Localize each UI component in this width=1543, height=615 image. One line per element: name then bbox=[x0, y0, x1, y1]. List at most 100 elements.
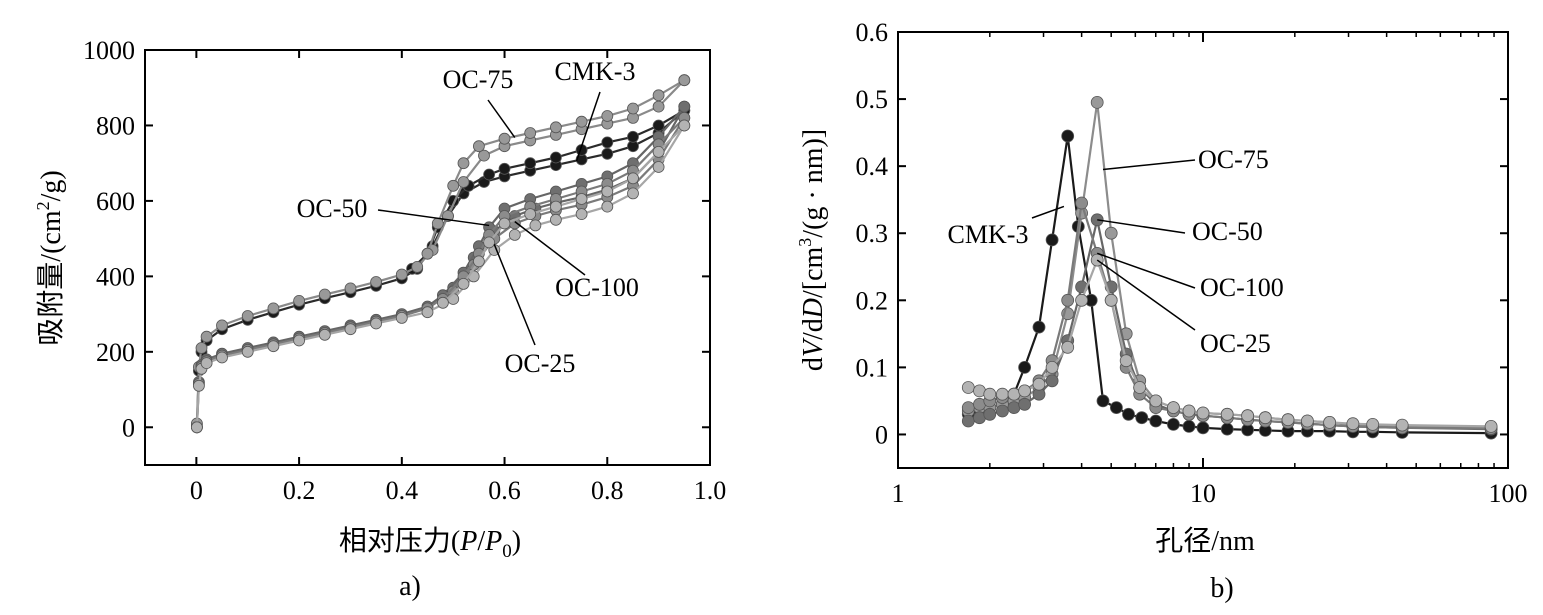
panel-a-point-oc-25-ads bbox=[190, 421, 203, 434]
panel-b-point-oc-25 bbox=[1484, 419, 1498, 433]
panel-a-point-oc-25-des bbox=[436, 296, 449, 309]
panel-b-point-cmk-3 bbox=[1135, 411, 1149, 425]
panel-a-isotherm-chart: 0 0.2 0.4 0.6 0.8 1.0 0 200 400 600 800 1000 OC-75 C… bbox=[33, 36, 726, 602]
panel-a-point-oc-25-des bbox=[652, 145, 665, 158]
panel-a-point-oc-25-des bbox=[483, 236, 496, 249]
panel-b-point-oc-25 bbox=[996, 387, 1009, 401]
panel-a-point-oc-75-ads bbox=[395, 268, 408, 281]
panel-a-point-oc-75-des bbox=[550, 121, 562, 134]
panel-b-annotation-oc-100: OC-100 bbox=[1200, 273, 1284, 302]
panel-b-point-oc-25 bbox=[1167, 401, 1180, 415]
panel-b-x-tick-label: 10 bbox=[1190, 479, 1216, 508]
panel-b-point-oc-25 bbox=[1182, 404, 1196, 418]
panel-b-point-oc-25 bbox=[1032, 377, 1046, 391]
panel-a-point-cmk-3-des bbox=[550, 151, 562, 164]
panel-b-point-oc-50 bbox=[961, 414, 975, 428]
panel-b-annotation-oc-25: OC-25 bbox=[1200, 329, 1271, 358]
panel-b-point-oc-25 bbox=[1061, 340, 1075, 354]
panel-a-point-oc-75-des bbox=[601, 110, 614, 122]
panel-a-point-cmk-3-des bbox=[498, 162, 511, 175]
panel-b-point-oc-50 bbox=[1090, 213, 1104, 227]
panel-a-point-oc-75-ads bbox=[318, 288, 331, 301]
panel-a-annotation-leader-cmk-3 bbox=[575, 91, 601, 162]
panel-a-point-oc-25-ads bbox=[192, 379, 205, 392]
panel-a-point-oc-75-ads bbox=[216, 319, 228, 332]
panel-b-point-oc-100 bbox=[1061, 293, 1075, 307]
panel-a-point-oc-25-ads bbox=[529, 219, 542, 232]
panel-b-annotation-oc-75: OC-75 bbox=[1198, 145, 1269, 174]
panel-b-x-tick-label: 1 bbox=[892, 479, 905, 508]
panel-b-point-oc-25 bbox=[1241, 409, 1254, 423]
panel-b-point-oc-50 bbox=[1045, 374, 1059, 388]
panel-a-point-cmk-3-des bbox=[652, 119, 665, 132]
panel-a-point-oc-75-ads bbox=[478, 149, 490, 162]
panel-a-point-cmk-3-des bbox=[524, 157, 537, 170]
panel-b-point-oc-25 bbox=[1090, 253, 1104, 267]
panel-a-line-oc-75-ads bbox=[195, 79, 686, 424]
panel-a-annotation-oc-100: OC-100 bbox=[555, 273, 639, 302]
panel-b-point-cmk-3 bbox=[1149, 414, 1163, 428]
panel-a-point-oc-25-ads bbox=[550, 213, 562, 226]
panel-a-x-tick-label: 0 bbox=[190, 476, 203, 505]
panel-a-point-oc-75-ads bbox=[241, 310, 254, 322]
panel-a-point-oc-25-ads bbox=[344, 323, 357, 336]
panel-b-ticks: 1 10 100 0 0.1 0.2 0.3 0.4 0.5 0.6 bbox=[856, 18, 1528, 508]
panel-b-annotation-oc-50: OC-50 bbox=[1192, 217, 1263, 246]
panel-b-point-oc-25 bbox=[1133, 381, 1147, 394]
panel-b-point-cmk-3 bbox=[1182, 419, 1196, 433]
panel-a-point-oc-50-des bbox=[678, 100, 691, 113]
panel-a-y-tick-label: 800 bbox=[96, 111, 135, 140]
panel-a-point-cmk-3-des bbox=[483, 168, 496, 181]
panel-b-point-cmk-3 bbox=[1096, 394, 1110, 408]
panel-a-point-oc-75-des bbox=[498, 132, 511, 145]
panel-b-annotation-leader-oc-50 bbox=[1097, 219, 1186, 234]
panel-b-point-oc-25 bbox=[1075, 293, 1088, 307]
panel-a-point-oc-75-des bbox=[431, 217, 444, 230]
panel-a-point-oc-25-ads bbox=[395, 311, 408, 324]
panel-a-point-oc-75-des bbox=[627, 102, 639, 115]
panel-a-x-tick-label: 0.4 bbox=[386, 476, 419, 505]
panel-a-annotations: OC-75 CMK-3 OC-50 OC-100 OC-25 bbox=[297, 57, 639, 378]
panel-a-point-oc-25-ads bbox=[267, 340, 280, 353]
panel-b-point-oc-25 bbox=[1395, 418, 1409, 432]
panel-b-point-cmk-3 bbox=[1110, 401, 1123, 415]
panel-a-point-oc-75-ads bbox=[293, 294, 306, 307]
panel-b-point-cmk-3 bbox=[1220, 422, 1234, 436]
panel-b-x-tick-label: 100 bbox=[1489, 479, 1528, 508]
panel-a-annotation-leader-oc-50 bbox=[377, 209, 490, 227]
panel-a-y-tick-label: 200 bbox=[96, 338, 135, 367]
panel-b-y-tick-label: 0 bbox=[875, 420, 888, 449]
panel-b-point-cmk-3 bbox=[1045, 233, 1059, 247]
panel-a-point-oc-25-des bbox=[524, 208, 537, 221]
panel-b-point-oc-50 bbox=[1018, 397, 1031, 411]
panel-a-x-tick-label: 0.8 bbox=[591, 476, 624, 505]
panel-a-point-oc-75-ads bbox=[267, 302, 280, 315]
panel-a-point-oc-25-ads bbox=[652, 161, 665, 173]
panel-a-x-tick-label: 0.6 bbox=[488, 476, 521, 505]
panel-a-point-oc-25-ads bbox=[293, 334, 306, 347]
panel-a-annotation-oc-25: OC-25 bbox=[505, 349, 576, 378]
panel-b-point-oc-25 bbox=[1258, 411, 1272, 425]
panel-b-point-oc-50 bbox=[1007, 401, 1021, 415]
panel-a-point-oc-25-des bbox=[498, 217, 511, 230]
panel-b-series-group bbox=[961, 96, 1498, 440]
panel-b-annotation-leader-cmk-3 bbox=[1031, 205, 1065, 219]
panel-b-point-oc-25 bbox=[1220, 407, 1234, 421]
panel-b-y-tick-label: 0.1 bbox=[856, 353, 889, 382]
panel-a-point-oc-25-des bbox=[601, 185, 614, 198]
panel-a-point-oc-25-ads bbox=[241, 345, 254, 358]
panel-a-point-oc-25-ads bbox=[575, 208, 588, 221]
panel-b-y-tick-label: 0.2 bbox=[856, 286, 889, 315]
panel-a-point-oc-25-des bbox=[457, 277, 470, 290]
panel-b-y-tick-label: 0.3 bbox=[856, 219, 889, 248]
panel-a-y-tick-label: 400 bbox=[96, 262, 135, 291]
panel-a-point-oc-75-des bbox=[678, 74, 691, 87]
panel-b-point-oc-50 bbox=[996, 404, 1009, 418]
panel-b-point-oc-75 bbox=[1104, 226, 1118, 240]
panel-a-x-tick-label: 1.0 bbox=[694, 476, 727, 505]
panel-b-point-oc-25 bbox=[1018, 384, 1031, 398]
panel-a-y-axis-label: 吸附量/(cm2/g) bbox=[33, 170, 67, 345]
panel-a-point-oc-25-des bbox=[472, 255, 485, 268]
panel-b-point-oc-25 bbox=[1119, 354, 1133, 368]
panel-a-point-oc-75-ads bbox=[195, 342, 208, 354]
